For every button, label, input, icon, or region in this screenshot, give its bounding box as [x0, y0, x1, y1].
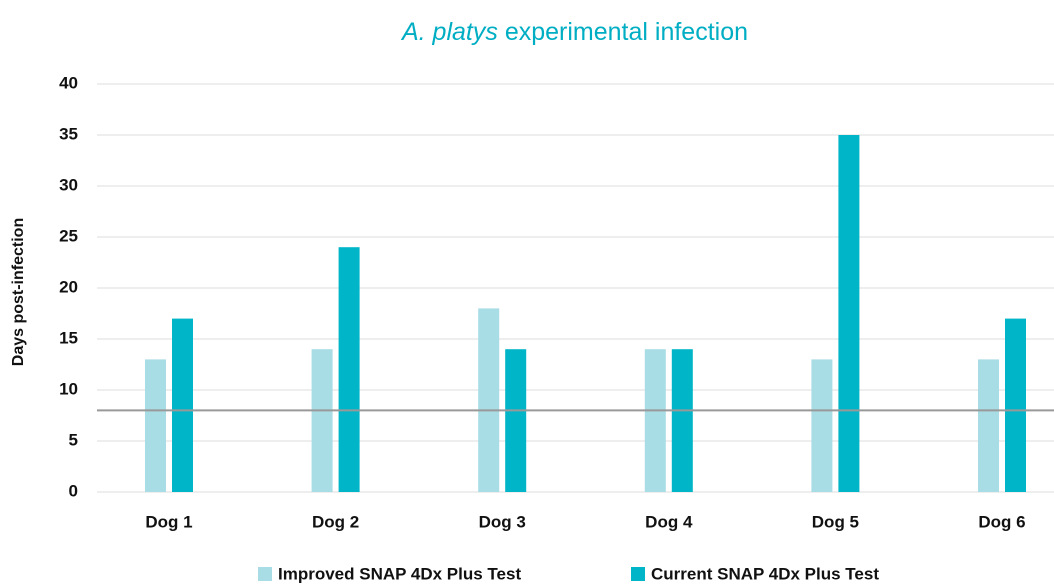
- title-italic: A. platys: [400, 18, 498, 46]
- title-text: experimental infection: [505, 18, 748, 46]
- x-tick-label: Dog 6: [978, 512, 1025, 531]
- legend-swatch: [258, 567, 272, 581]
- x-tick-label: Dog 2: [312, 512, 359, 531]
- bar: [671, 349, 693, 492]
- bar: [644, 349, 666, 492]
- x-tick-label: Dog 3: [479, 512, 526, 531]
- y-tick-label: 40: [59, 73, 78, 92]
- y-axis-label: Days post-infection: [10, 218, 27, 366]
- y-tick-label: 30: [59, 175, 78, 194]
- bar: [145, 359, 166, 492]
- legend-swatch: [631, 567, 645, 581]
- legend-label: Improved SNAP 4Dx Plus Test: [278, 564, 521, 583]
- bar: [311, 349, 333, 492]
- bar: [838, 135, 860, 492]
- title-text: [498, 18, 505, 46]
- bar: [478, 308, 500, 492]
- legend-label: Current SNAP 4Dx Plus Test: [651, 564, 879, 583]
- bar: [811, 359, 833, 492]
- y-tick-label: 0: [69, 481, 78, 500]
- x-tick-label: Dog 4: [645, 512, 693, 531]
- y-tick-label: 25: [59, 226, 78, 245]
- bar: [1005, 318, 1026, 492]
- x-tick-label: Dog 5: [812, 512, 859, 531]
- y-tick-label: 5: [69, 430, 78, 449]
- bar: [338, 247, 360, 492]
- y-tick-label: 20: [59, 277, 78, 296]
- chart-title: A. platys experimental infection: [400, 18, 748, 46]
- bar: [172, 318, 193, 492]
- y-tick-label: 10: [59, 379, 78, 398]
- y-tick-label: 15: [59, 328, 78, 347]
- x-tick-label: Dog 1: [145, 512, 192, 531]
- bar: [978, 359, 999, 492]
- bar: [505, 349, 527, 492]
- y-tick-label: 35: [59, 124, 78, 143]
